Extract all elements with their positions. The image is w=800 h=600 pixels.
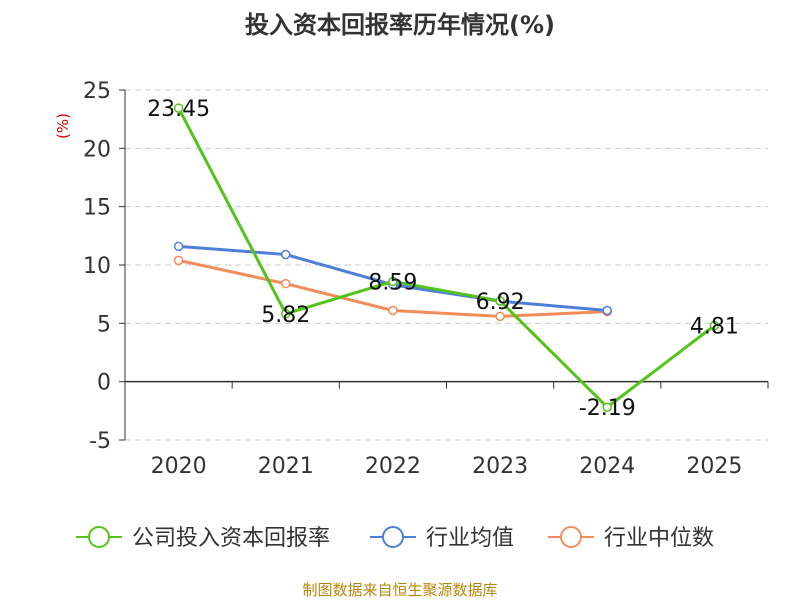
y-tick-label: 20	[83, 137, 111, 162]
legend-label: 公司投入资本回报率	[132, 526, 330, 551]
data-label: 23.45	[147, 97, 210, 122]
y-tick-label: 0	[97, 371, 111, 396]
series-layer	[173, 103, 720, 412]
series-line-0	[177, 107, 716, 409]
data-label: -2.19	[579, 396, 636, 421]
legend-marker	[382, 526, 404, 548]
chart-title: 投入资本回报率历年情况(%)	[245, 11, 555, 39]
data-point	[281, 309, 291, 319]
data-point	[495, 296, 505, 306]
x-tick-label: 2022	[365, 454, 421, 479]
y-axis-unit-label: (%)	[54, 113, 72, 139]
y-tick-label: 25	[83, 79, 111, 104]
data-label: 6.92	[476, 290, 525, 315]
data-label-layer: 23.45 5.82 8.59 6.92 -2.19 4.81	[147, 97, 739, 421]
legend: 公司投入资本回报率 行业均值 行业中位数	[76, 526, 714, 551]
x-tick-label: 2021	[258, 454, 314, 479]
y-tick-label: 15	[83, 196, 111, 221]
data-point	[173, 103, 184, 113]
x-tick-label: 2024	[579, 454, 635, 479]
legend-marker	[88, 526, 110, 548]
y-tick-label: 5	[97, 312, 111, 337]
data-point	[173, 241, 184, 252]
data-point	[602, 402, 612, 412]
data-point	[173, 255, 184, 266]
data-point	[281, 278, 291, 289]
data-label: 4.81	[690, 315, 739, 340]
legend-marker	[560, 526, 582, 548]
x-tick-label: 2020	[151, 454, 207, 479]
y-tick-label: -5	[89, 429, 111, 454]
data-point	[388, 305, 398, 316]
data-label: 5.82	[261, 303, 310, 328]
data-point	[281, 249, 291, 260]
data-label: 8.59	[368, 270, 417, 295]
legend-label: 行业中位数	[604, 526, 714, 551]
data-point	[602, 305, 612, 316]
data-point	[495, 311, 505, 322]
x-tick-label: 2025	[686, 454, 742, 479]
data-point	[388, 276, 398, 287]
source-note: 制图数据来自恒生聚源数据库	[302, 581, 497, 599]
y-tick-label: 10	[83, 254, 111, 279]
x-tick-label: 2023	[472, 454, 528, 479]
legend-label: 行业均值	[426, 526, 514, 551]
data-point	[709, 320, 720, 331]
grid-layer	[125, 89, 768, 441]
